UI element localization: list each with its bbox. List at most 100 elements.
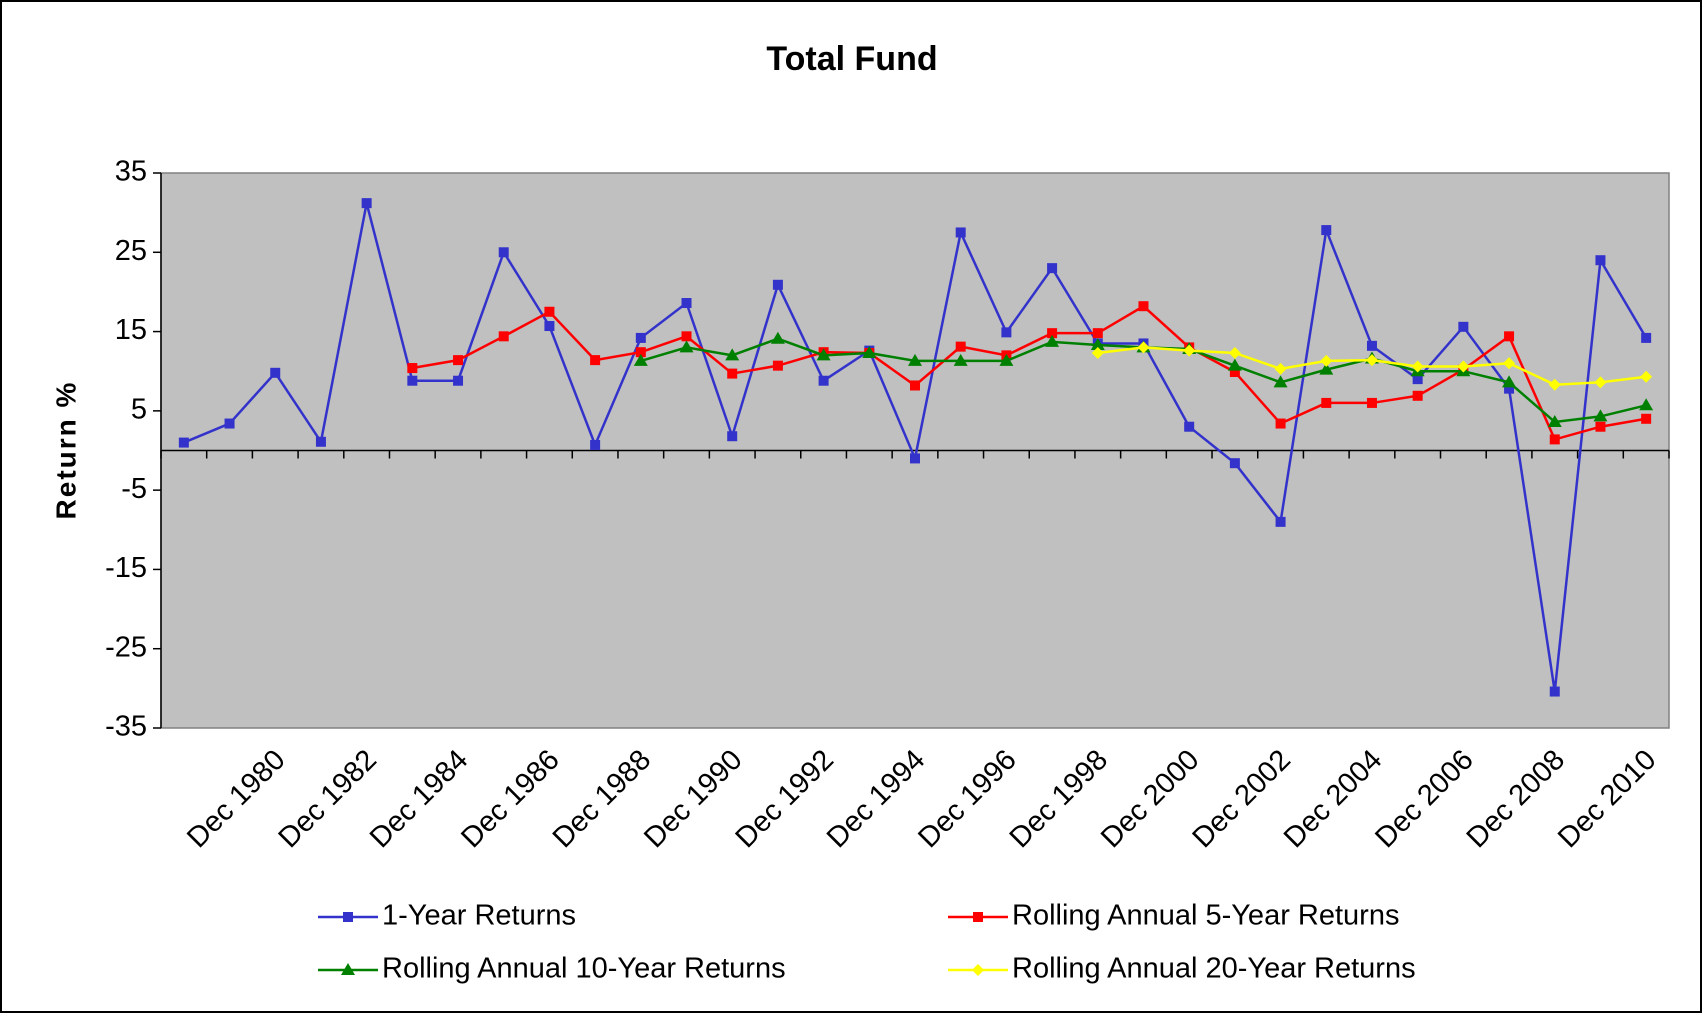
data-point [315, 436, 326, 447]
data-point [635, 347, 646, 358]
data-point [1228, 346, 1241, 359]
data-point [407, 375, 418, 386]
data-point [1321, 397, 1332, 408]
legend-item: 1-Year Returns [318, 900, 576, 932]
legend-marker [972, 964, 984, 976]
data-point [1273, 375, 1288, 388]
legend-label: Rolling Annual 5-Year Returns [1012, 900, 1399, 932]
data-point [1641, 413, 1652, 424]
data-point [910, 453, 920, 464]
data-point [1137, 341, 1150, 354]
y-tick-label: -25 [105, 631, 147, 663]
data-point [999, 353, 1014, 366]
data-point [862, 345, 877, 358]
y-tick-label: 5 [131, 394, 147, 426]
y-tick-label: 25 [115, 235, 147, 267]
legend-item: Rolling Annual 5-Year Returns [948, 900, 1399, 932]
data-point [772, 279, 783, 290]
data-point [1640, 370, 1653, 383]
data-point [1547, 414, 1562, 427]
legend-marker [973, 912, 983, 922]
legend-marker [341, 963, 355, 975]
data-point [1227, 358, 1242, 371]
data-point [1458, 321, 1469, 332]
data-point [544, 321, 555, 332]
data-point [1593, 409, 1608, 422]
data-point [955, 227, 966, 238]
legend-label: 1-Year Returns [382, 900, 576, 932]
data-point [453, 355, 464, 366]
data-point [1274, 362, 1287, 375]
y-tick-label: -15 [105, 552, 147, 584]
data-point [1594, 376, 1607, 389]
data-point [727, 431, 738, 442]
data-point [590, 439, 601, 450]
data-point [1138, 301, 1149, 312]
data-point [953, 353, 968, 366]
data-point [590, 355, 601, 366]
chart-title: Total Fund [766, 40, 937, 78]
data-point [1090, 338, 1105, 351]
data-point [1504, 383, 1515, 394]
data-point [1412, 390, 1423, 401]
data-point [633, 353, 648, 366]
data-point [1047, 263, 1058, 274]
legend-item: Rolling Annual 10-Year Returns [318, 953, 786, 985]
data-point [1641, 332, 1652, 343]
data-point [1275, 516, 1286, 527]
data-point [1319, 362, 1334, 375]
data-point [1091, 346, 1104, 359]
y-tick-label: -5 [121, 473, 147, 505]
data-point [1229, 367, 1240, 378]
data-point [1092, 328, 1103, 339]
data-point [1275, 418, 1286, 429]
legend-label: Rolling Annual 20-Year Returns [1012, 953, 1416, 985]
data-point [1320, 354, 1333, 367]
legend-item: Rolling Annual 20-Year Returns [948, 953, 1416, 985]
data-point [1549, 686, 1560, 697]
data-point [1548, 378, 1561, 391]
data-point [910, 380, 920, 391]
data-point [407, 363, 418, 374]
data-point [1503, 357, 1516, 370]
data-point [361, 198, 372, 209]
data-point [1183, 344, 1196, 357]
data-point [1184, 421, 1195, 432]
data-point [1047, 328, 1058, 339]
data-point [681, 331, 692, 342]
y-tick-label: 15 [115, 314, 147, 346]
data-point [498, 247, 509, 258]
data-point [1457, 360, 1470, 373]
data-point [908, 353, 922, 366]
y-axis-label: Return % [50, 381, 81, 520]
data-point [1549, 434, 1560, 445]
data-point [1502, 375, 1517, 388]
data-point [1366, 340, 1377, 351]
data-point [270, 367, 281, 378]
data-point [1412, 374, 1423, 385]
series [1091, 341, 1653, 391]
data-point [1366, 397, 1377, 408]
data-point [725, 348, 740, 361]
data-point [816, 348, 831, 361]
data-point [770, 331, 785, 344]
data-point [1045, 334, 1060, 347]
legend-marker [343, 912, 353, 922]
series-line [412, 304, 1647, 441]
data-point [727, 368, 738, 379]
y-tick-label: -35 [105, 711, 147, 743]
data-point [818, 375, 829, 386]
data-point [772, 360, 783, 371]
data-point [1504, 331, 1515, 342]
legend-label: Rolling Annual 10-Year Returns [382, 953, 786, 985]
data-point [498, 331, 509, 342]
data-point [1229, 458, 1240, 469]
data-point [1321, 225, 1332, 236]
data-point [955, 341, 966, 352]
data-point [1365, 354, 1378, 367]
data-point [1595, 421, 1606, 432]
data-point [544, 306, 555, 317]
data-point [679, 340, 694, 353]
data-point [1595, 255, 1606, 266]
